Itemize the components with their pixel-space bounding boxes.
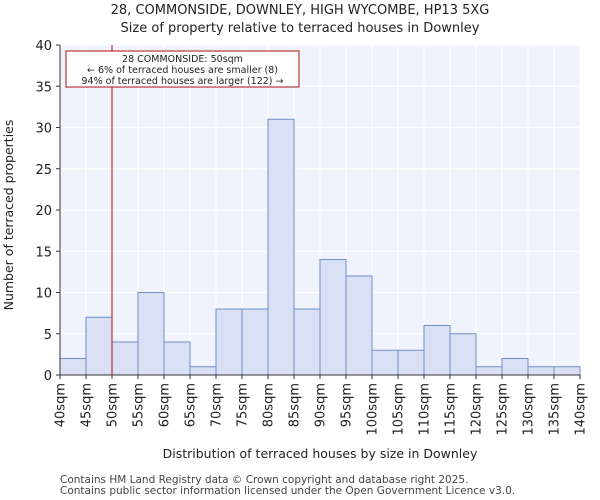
histogram-bar <box>111 341 139 376</box>
histogram-bar <box>215 308 243 376</box>
y-axis-label: Number of terraced properties <box>1 120 16 311</box>
x-tick-label: 80sqm <box>262 383 277 427</box>
x-tick-label: 45sqm <box>80 383 95 427</box>
histogram-bar <box>475 366 503 376</box>
y-tick-label: 0 <box>44 369 52 384</box>
annotation-line: 28 COMMONSIDE: 50sqm <box>122 54 243 65</box>
x-tick-label: 70sqm <box>210 383 225 427</box>
histogram-bar <box>319 259 347 376</box>
histogram-bar <box>501 358 529 376</box>
histogram-bar <box>423 325 451 376</box>
x-tick-label: 125sqm <box>496 383 511 436</box>
x-tick-label: 115sqm <box>444 383 459 436</box>
y-tick-label: 20 <box>35 204 52 219</box>
x-tick-label: 140sqm <box>574 383 589 436</box>
x-axis-label: Distribution of terraced houses by size … <box>163 446 478 461</box>
footer-copyright: Contains HM Land Registry data © Crown c… <box>60 474 469 486</box>
y-axis-ticks: 0 5 10 15 20 25 30 35 40 <box>35 39 60 384</box>
x-tick-label: 40sqm <box>54 383 69 427</box>
x-tick-label: 55sqm <box>132 383 147 427</box>
histogram-bar <box>189 366 217 376</box>
chart-subtitle: Size of property relative to terraced ho… <box>120 21 480 36</box>
histogram-bar <box>59 358 87 376</box>
histogram-bar <box>267 118 295 376</box>
y-tick-label: 25 <box>35 163 52 178</box>
y-tick-label: 5 <box>44 328 52 343</box>
x-tick-label: 60sqm <box>158 383 173 427</box>
x-tick-label: 130sqm <box>522 383 537 436</box>
x-tick-label: 120sqm <box>470 383 485 436</box>
x-tick-label: 65sqm <box>184 383 199 427</box>
annotation-line: 94% of terraced houses are larger (122) … <box>82 76 284 87</box>
property-marker: 28 COMMONSIDE: 50sqm← 6% of terraced hou… <box>65 45 300 375</box>
histogram-bar <box>241 308 269 376</box>
x-tick-label: 110sqm <box>418 383 433 436</box>
x-tick-label: 50sqm <box>106 383 121 427</box>
x-axis-ticks: 40sqm 45sqm 50sqm 55sqm 60sqm 65sqm 70sqm 75sqm… <box>54 375 589 436</box>
x-tick-label: 90sqm <box>314 383 329 427</box>
annotation-line: ← 6% of terraced houses are smaller (8) <box>87 65 278 76</box>
histogram-bar <box>345 275 373 376</box>
chart-title: 28, COMMONSIDE, DOWNLEY, HIGH WYCOMBE, H… <box>110 3 490 18</box>
x-tick-label: 85sqm <box>288 383 303 427</box>
histogram-bar <box>397 349 425 376</box>
x-tick-label: 100sqm <box>366 383 381 436</box>
footer-licence: Contains public sector information licen… <box>60 485 516 497</box>
x-tick-label: 105sqm <box>392 383 407 436</box>
histogram-bar <box>371 349 399 376</box>
y-tick-label: 40 <box>35 39 52 54</box>
y-tick-label: 35 <box>35 80 52 95</box>
histogram-bar <box>553 366 581 376</box>
y-tick-label: 10 <box>35 287 52 302</box>
histogram-bar <box>163 341 191 376</box>
x-tick-label: 95sqm <box>340 383 355 427</box>
histogram-chart: 0 5 10 15 20 25 30 35 40 40sqm 45sqm 50sqm 55sqm 60s… <box>1 39 589 461</box>
x-tick-label: 75sqm <box>236 383 251 427</box>
annotation-box <box>65 50 300 88</box>
histogram-bar <box>527 366 555 376</box>
y-tick-label: 15 <box>35 245 52 260</box>
histogram-bar <box>449 333 477 376</box>
histogram-bar <box>137 292 165 376</box>
y-tick-label: 30 <box>35 122 52 137</box>
x-tick-label: 135sqm <box>548 383 563 436</box>
histogram-bar <box>293 308 321 376</box>
histogram-bar <box>85 316 113 376</box>
